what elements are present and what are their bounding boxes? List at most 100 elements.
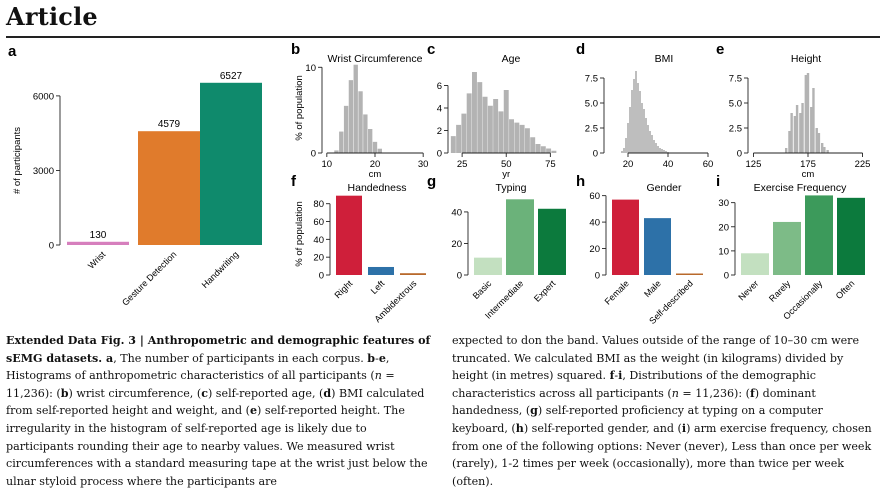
x-axis-label: cm bbox=[802, 169, 815, 180]
bar-value-label: 130 bbox=[90, 230, 107, 241]
x-category-label: Male bbox=[642, 278, 663, 299]
x-category-label: Often bbox=[834, 278, 857, 301]
caption-run: , The number of participants in each cor… bbox=[113, 351, 368, 365]
histogram-bar bbox=[657, 146, 659, 153]
histogram-bar bbox=[627, 123, 629, 153]
y-tick-label: 0 bbox=[593, 149, 598, 160]
histogram-bar bbox=[343, 105, 349, 153]
histogram-bar bbox=[368, 129, 373, 153]
panel-letter: i bbox=[716, 173, 720, 190]
histogram-bar bbox=[509, 119, 514, 153]
x-category-label: Gesture Detection bbox=[120, 249, 178, 307]
bar-left bbox=[368, 266, 394, 275]
y-tick-label: 7.5 bbox=[729, 74, 742, 85]
caption-run: h bbox=[515, 421, 524, 435]
histogram-bar bbox=[487, 105, 493, 153]
histogram-bar bbox=[625, 138, 627, 153]
histogram-bar bbox=[643, 109, 645, 153]
histogram-bar bbox=[812, 88, 815, 153]
histogram-bar bbox=[655, 143, 657, 153]
bar-female bbox=[612, 199, 639, 275]
bar-gesture-detection bbox=[138, 131, 200, 245]
y-tick-label: 0 bbox=[724, 271, 729, 282]
histogram-bar bbox=[477, 82, 483, 153]
histogram-bar bbox=[339, 131, 344, 153]
panel-title: Typing bbox=[496, 182, 527, 194]
y-tick-label: 5.0 bbox=[729, 99, 742, 110]
x-tick-label: 10 bbox=[322, 159, 333, 170]
bar-value-label: 6527 bbox=[220, 71, 243, 82]
histogram-bar bbox=[815, 128, 818, 153]
panel-title: Age bbox=[502, 53, 521, 65]
section-header: Article bbox=[6, 2, 98, 31]
caption-run: n bbox=[671, 386, 679, 400]
histogram-bar bbox=[353, 64, 358, 153]
y-tick-label: 3000 bbox=[33, 166, 54, 177]
x-category-label: Wrist bbox=[86, 249, 108, 271]
caption-run: ) self-reported proficiency at typing on… bbox=[452, 404, 823, 435]
figure-caption-left: Extended Data Fig. 3 | Anthropometric an… bbox=[6, 332, 431, 490]
histogram-bar bbox=[635, 71, 637, 153]
caption-run: i bbox=[618, 369, 623, 383]
y-tick-label: 30 bbox=[718, 198, 729, 209]
histogram-bar bbox=[810, 107, 813, 153]
panel-a: a 0 3000 6000 # of participants Wrist 130 Gestu… bbox=[8, 43, 262, 308]
histogram-bar bbox=[653, 140, 655, 153]
histogram-bar bbox=[519, 124, 525, 153]
histogram-bar bbox=[820, 143, 824, 153]
caption-run: f bbox=[749, 386, 755, 400]
x-category-label: Never bbox=[736, 278, 760, 302]
x-tick-label: 25 bbox=[457, 159, 468, 170]
histogram-bar bbox=[823, 147, 826, 153]
histogram-bar bbox=[663, 150, 665, 153]
histogram-bar bbox=[348, 80, 354, 153]
histogram-bar bbox=[784, 148, 788, 153]
bar-ambidextrous bbox=[400, 273, 426, 275]
x-tick-label: 60 bbox=[703, 159, 714, 170]
histogram-bar bbox=[649, 131, 651, 153]
histogram-bar bbox=[482, 96, 488, 153]
histogram-bar bbox=[651, 135, 653, 153]
histogram-bar bbox=[530, 137, 536, 153]
y-tick-label: 20 bbox=[451, 239, 462, 250]
panel-letter: h bbox=[576, 173, 585, 190]
panel-f: f Handedness 0 20 40 60 80 % of population Right… bbox=[291, 173, 426, 324]
y-tick-label: 40 bbox=[451, 207, 462, 218]
histogram-bar bbox=[450, 136, 456, 153]
panel-letter: f bbox=[291, 173, 297, 190]
caption-run: ) arm exercise frequency, chosen from on… bbox=[452, 421, 872, 488]
y-tick-label: 0 bbox=[49, 241, 54, 252]
y-tick-label: 7.5 bbox=[585, 74, 598, 85]
histogram-bar bbox=[817, 133, 821, 153]
histogram-bar bbox=[826, 150, 829, 153]
caption-run: expected to don the band. Values outside… bbox=[452, 334, 860, 383]
histogram-bar bbox=[551, 150, 557, 153]
caption-run: g bbox=[530, 404, 538, 418]
bar-wrist bbox=[67, 241, 129, 245]
panel-letter: a bbox=[8, 43, 17, 60]
panel-title: Height bbox=[791, 53, 821, 65]
bar-right bbox=[336, 195, 362, 275]
histogram-bar bbox=[788, 131, 791, 153]
caption-run: ) self-reported age, ( bbox=[207, 386, 324, 400]
histogram-bar bbox=[535, 144, 541, 153]
histogram-bar bbox=[621, 151, 623, 153]
panel-title: Handedness bbox=[348, 182, 407, 194]
histogram-bar bbox=[631, 90, 633, 153]
caption-run: ) dominant handedness, ( bbox=[452, 386, 816, 418]
y-tick-label: 60 bbox=[589, 191, 600, 202]
histogram-bar bbox=[790, 113, 793, 153]
caption-run: - bbox=[375, 351, 379, 365]
caption-run: = 11,236): ( bbox=[6, 369, 395, 400]
y-tick-label: 40 bbox=[589, 218, 600, 229]
panel-title: Gender bbox=[646, 182, 682, 194]
bar-expert bbox=[538, 208, 566, 275]
histogram-bar bbox=[514, 122, 520, 153]
histogram-bar bbox=[498, 111, 504, 153]
histogram-bar bbox=[466, 93, 472, 153]
y-tick-label: 0 bbox=[319, 271, 324, 282]
header-rule bbox=[6, 36, 880, 38]
caption-run: a bbox=[105, 351, 114, 365]
